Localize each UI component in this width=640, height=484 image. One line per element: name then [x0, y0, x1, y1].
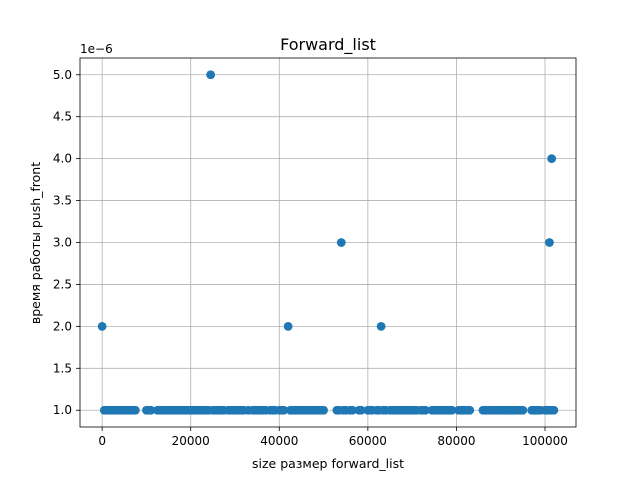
data-point: [97, 321, 107, 331]
data-point: [465, 405, 475, 415]
y-axis-offset-label: 1e−6: [80, 42, 113, 56]
y-tick-label: 1.5: [53, 361, 72, 375]
data-point: [279, 405, 289, 415]
y-tick-label: 1.0: [53, 403, 72, 417]
data-point: [421, 405, 430, 415]
data-point: [447, 405, 457, 415]
y-axis-label: время работы push_front: [28, 162, 43, 324]
y-axis-ticks: 1.0 1.5 2.0 2.5 3.0 3.5 4.0 4.5 5.0: [53, 68, 80, 417]
y-tick-label: 2.5: [53, 277, 72, 291]
data-point: [319, 405, 328, 415]
data-point: [549, 405, 559, 415]
x-tick-label: 60000: [349, 434, 387, 448]
chart-title: Forward_list: [280, 35, 376, 55]
y-tick-label: 4.5: [53, 110, 72, 124]
data-point: [347, 405, 357, 415]
data-points: [97, 70, 559, 415]
y-tick-label: 3.5: [53, 194, 72, 208]
y-tick-label: 4.0: [53, 152, 72, 166]
y-tick-label: 2.0: [53, 319, 72, 333]
data-point: [376, 321, 386, 331]
data-point: [545, 238, 554, 247]
data-point: [130, 405, 140, 415]
y-tick-label: 5.0: [53, 68, 72, 82]
x-axis-label: size размер forward_list: [252, 456, 404, 471]
y-tick-label: 3.0: [53, 236, 72, 250]
x-tick-label: 80000: [437, 434, 475, 448]
data-point: [547, 154, 557, 164]
x-tick-label: 100000: [522, 434, 568, 448]
data-point: [206, 70, 216, 80]
x-tick-label: 0: [98, 434, 106, 448]
data-point: [336, 238, 346, 247]
data-point: [356, 405, 366, 415]
data-point: [146, 405, 156, 415]
data-point: [518, 405, 528, 415]
grid-lines: [80, 58, 576, 427]
x-axis-ticks: 0 20000 40000 60000 80000 100000: [98, 427, 568, 448]
x-tick-label: 20000: [172, 434, 210, 448]
data-point: [283, 321, 293, 331]
x-tick-label: 40000: [260, 434, 298, 448]
